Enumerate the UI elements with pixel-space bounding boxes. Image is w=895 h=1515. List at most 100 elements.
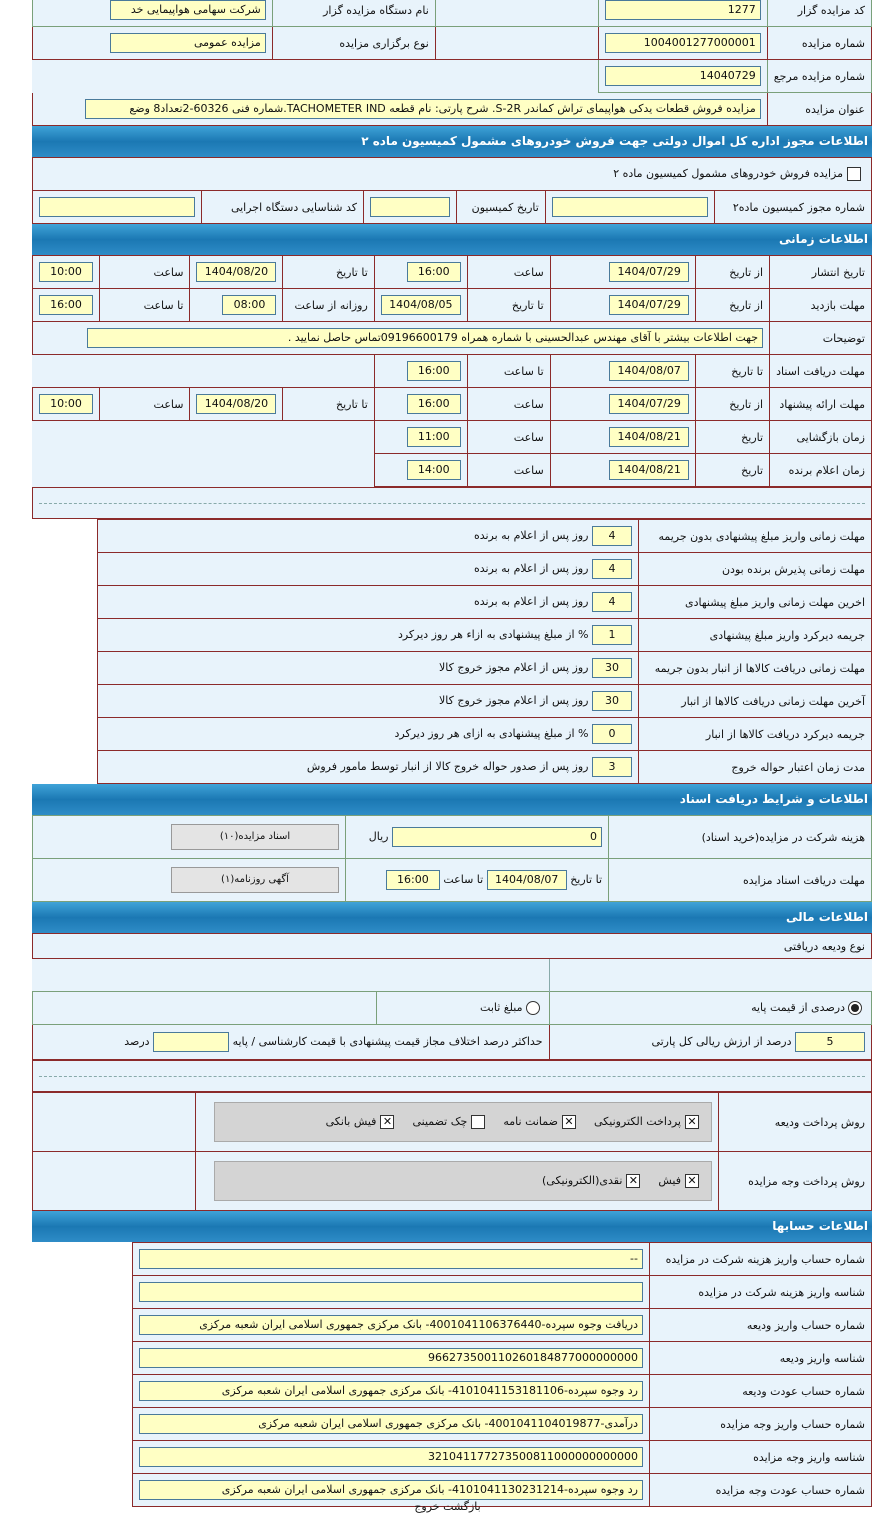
label: تاریخ	[695, 453, 771, 487]
winner-time[interactable]: 14:00	[406, 460, 461, 480]
account-row: شماره حساب عودت ودیعه رد وجوه سپرده-4101…	[132, 1374, 872, 1408]
label: روزانه از ساعت	[282, 288, 375, 322]
deposit-percent-field[interactable]: 5	[795, 1032, 865, 1052]
commission-date-field[interactable]	[369, 197, 450, 217]
checkbox[interactable]	[471, 1115, 486, 1129]
auction-docs-button[interactable]: اسناد مزایده(۱۰)	[171, 824, 339, 850]
empty-cell	[32, 991, 377, 1025]
account-value[interactable]: رد وجوه سپرده-4101041153181106- بانک مرک…	[139, 1381, 643, 1401]
publish-from-date[interactable]: 1404/07/29	[609, 262, 690, 282]
label: مهلت دریافت اسناد مزایده	[608, 858, 872, 902]
description-field[interactable]: جهت اطلاعات بیشتر با آقای مهندس عبدالحسی…	[87, 328, 764, 348]
ref-number-field[interactable]: 14040729	[604, 66, 761, 86]
label: تا تاریخ	[570, 873, 602, 886]
fee-field[interactable]: 0	[392, 827, 602, 847]
condition-unit: روز پس از اعلام مجوز خروج کالا	[439, 694, 589, 707]
empty-cell	[33, 454, 375, 487]
method-option[interactable]: ✕ فیش	[658, 1174, 703, 1188]
condition-value[interactable]: 3	[592, 757, 632, 777]
condition-unit: روز پس از اعلام به برنده	[473, 595, 589, 608]
method-option[interactable]: ✕ پرداخت الکترونیکی	[594, 1115, 703, 1129]
label: ساعت	[466, 387, 551, 421]
auction-form: کد مزایده گزار 1277 نام دستگاه مزایده گز…	[31, 0, 873, 1507]
label: روش پرداخت ودیعه	[718, 1092, 872, 1152]
account-value[interactable]: درآمدی-4001041104019877- بانک مرکزی جمهو…	[139, 1414, 643, 1434]
checkbox[interactable]: ✕	[562, 1115, 576, 1129]
car-commission-checkbox[interactable]	[847, 167, 861, 181]
checkbox[interactable]: ✕	[685, 1174, 699, 1188]
docs-deadline-date[interactable]: 1404/08/07	[486, 870, 567, 890]
back-link[interactable]: بازگشت	[443, 1500, 481, 1513]
account-value[interactable]: رد وجوه سپرده-4101041130231214- بانک مرک…	[139, 1480, 643, 1500]
condition-label: اخرین مهلت زمانی واریز مبلغ پیشنهادی	[638, 585, 872, 619]
exit-link[interactable]: خروج	[414, 1500, 440, 1513]
label: حداکثر درصد اختلاف مجاز قیمت پیشنهادی با…	[232, 1035, 543, 1048]
method-option[interactable]: ✕نقدی(الکترونیکی)	[542, 1174, 644, 1188]
condition-value[interactable]: 0	[592, 724, 632, 744]
condition-value[interactable]: 30	[592, 691, 632, 711]
account-row: شماره حساب واریز وجه مزایده درآمدی-40010…	[132, 1407, 872, 1441]
account-value[interactable]	[139, 1282, 643, 1302]
label: زمان اعلام برنده	[769, 453, 872, 487]
newspaper-ad-button[interactable]: آگهی روزنامه(۱)	[171, 867, 339, 893]
visit-to-date[interactable]: 1404/08/05	[380, 295, 461, 315]
condition-label: آخرین مهلت زمانی دریافت کالاها از انبار	[638, 684, 872, 718]
percent-radio[interactable]	[848, 1001, 862, 1015]
condition-value[interactable]: 1	[592, 625, 632, 645]
permit-number-field[interactable]	[551, 197, 708, 217]
max-diff-field[interactable]	[153, 1032, 230, 1052]
condition-value[interactable]: 4	[592, 526, 632, 546]
finance-section: نوع ودیعه دریافتی درصدی از قیمت پایه مبل…	[32, 933, 872, 1060]
offer-to-time[interactable]: 10:00	[39, 394, 93, 414]
offer-from-date[interactable]: 1404/07/29	[609, 394, 690, 414]
account-row: شماره حساب واریز ودیعه دریافت وجوه سپرده…	[132, 1308, 872, 1342]
docs-section: هزینه شرکت در مزایده(خرید اسناد) 0 ریال …	[32, 815, 872, 902]
method-option[interactable]: چک تضمینی	[412, 1115, 489, 1129]
docs-deadline-time[interactable]: 16:00	[385, 870, 440, 890]
label: شماره مجوز کمیسیون ماده۲	[713, 190, 873, 224]
condition-label: مهلت زمانی پذیرش برنده بودن	[638, 552, 872, 586]
opening-time[interactable]: 11:00	[406, 427, 461, 447]
account-value[interactable]: 966273500110260184877000000000	[139, 1348, 643, 1368]
condition-value[interactable]: 30	[592, 658, 632, 678]
auction-number-field[interactable]: 1004001277000001	[604, 33, 761, 53]
label: فیش بانکی	[325, 1115, 377, 1128]
empty-cell	[548, 958, 872, 992]
auction-type-field[interactable]: مزایده عمومی	[109, 33, 266, 53]
winner-date[interactable]: 1404/08/21	[609, 460, 690, 480]
checkbox[interactable]: ✕	[685, 1115, 699, 1129]
account-label: شماره حساب واریز وجه مزایده	[649, 1407, 872, 1441]
publish-to-time[interactable]: 10:00	[39, 262, 93, 282]
condition-value[interactable]: 4	[592, 559, 632, 579]
docs-to-date[interactable]: 1404/08/07	[609, 361, 690, 381]
checkbox[interactable]: ✕	[380, 1115, 395, 1129]
condition-row: جریمه دیرکرد دریافت کالاها از انبار 0 % …	[97, 717, 872, 751]
label: ساعت	[466, 453, 551, 487]
checkbox[interactable]: ✕	[626, 1174, 641, 1188]
auction-title-field[interactable]: مزایده فروش قطعات یدکی هواپیمای تراش کما…	[84, 99, 761, 119]
publish-to-date[interactable]: 1404/08/20	[196, 262, 277, 282]
method-option[interactable]: ✕فیش بانکی	[325, 1115, 399, 1129]
label: مهلت بازدید	[769, 288, 872, 322]
publish-from-time[interactable]: 16:00	[406, 262, 461, 282]
agency-id-field[interactable]	[39, 197, 195, 217]
divider	[32, 1060, 872, 1092]
account-value[interactable]: 321041177273500811000000000000	[139, 1447, 643, 1467]
label: مبلغ ثابت	[480, 1001, 523, 1014]
visit-daily-to[interactable]: 16:00	[39, 295, 93, 315]
visit-from-date[interactable]: 1404/07/29	[609, 295, 690, 315]
label: روش پرداخت وجه مزایده	[718, 1151, 872, 1211]
condition-label: مهلت زمانی دریافت کالاها از انبار بدون ج…	[638, 651, 872, 685]
method-option[interactable]: ✕ ضمانت نامه	[503, 1115, 580, 1129]
auction-code-field[interactable]: 1277	[604, 0, 761, 20]
visit-daily-from[interactable]: 08:00	[222, 295, 277, 315]
offer-to-date[interactable]: 1404/08/20	[196, 394, 277, 414]
opening-date[interactable]: 1404/08/21	[609, 427, 690, 447]
account-value[interactable]: --	[139, 1249, 643, 1269]
docs-to-time[interactable]: 16:00	[406, 361, 461, 381]
org-field[interactable]: شرکت سهامی هواپیمایی خد	[109, 0, 266, 20]
fixed-radio[interactable]	[525, 1001, 540, 1015]
offer-from-time[interactable]: 16:00	[406, 394, 461, 414]
account-value[interactable]: دریافت وجوه سپرده-4001041106376440- بانک…	[139, 1315, 643, 1335]
condition-value[interactable]: 4	[592, 592, 632, 612]
